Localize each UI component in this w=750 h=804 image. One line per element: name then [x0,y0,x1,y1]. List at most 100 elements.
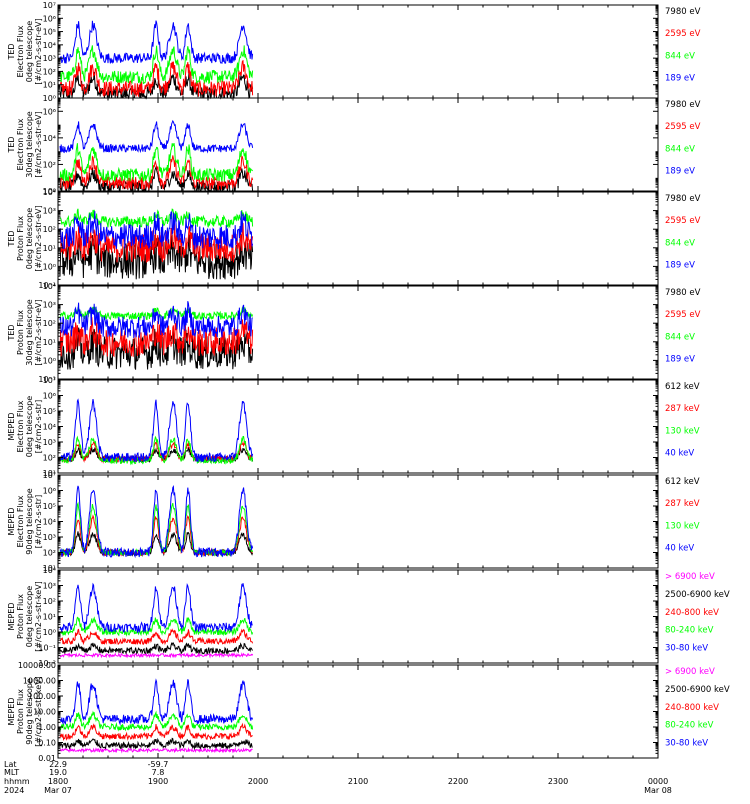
time-tick-hhmm: 2200 [448,777,468,786]
series-trace-189-ev [59,20,254,64]
legend-entry: 844 eV [665,238,695,248]
y-tick-label: 10⁻¹ [38,281,56,290]
y-axis-label-line: Electron Flux [16,118,25,170]
series-trace-2595-ev [59,317,254,358]
y-tick-label: 10¹ [43,469,56,478]
time-tick-lat: -59.7 [148,760,169,769]
series-trace-7980-ev [59,327,254,370]
y-tick-label: 10¹ [43,244,56,253]
y-axis-label-line: Proton Flux [16,216,25,261]
y-tick-label: 10² [43,225,56,234]
series-trace-844-ev [59,142,253,183]
legend-entry: 80-240 keV [665,721,714,731]
time-row-label: Lat [4,760,17,769]
series-trace-130-kev [59,435,254,466]
y-tick-label: 10³ [43,438,56,447]
y-tick-label: 10³ [43,207,56,216]
y-axis-label-line: [#/cm2-s-str-keV] [34,581,43,652]
time-tick-date: Mar 07 [44,786,72,795]
y-tick-label: 1000.00 [23,677,56,686]
time-tick-date: Mar 08 [644,786,672,795]
series-trace-189-ev [59,211,254,250]
legend-entry: 40 keV [665,543,694,553]
legend-entry: 612 keV [665,382,700,392]
series-trace-40-kev [59,398,254,463]
series-trace-130-kev [59,501,254,558]
y-tick-label: 1.00 [38,723,56,732]
legend-entry: 30-80 keV [665,644,708,654]
y-tick-label: 10⁴ [43,134,56,143]
y-axis-label: TEDProton Flux0deg telescope[#/cm2-s-str… [7,205,43,271]
legend-entry: > 6900 keV [665,667,715,677]
y-tick-label: 10⁶ [43,14,56,23]
y-tick-label: 10⁻² [38,659,56,668]
series-trace-2500-6900-kev [59,641,253,656]
series-trace-844-ev [59,208,254,229]
time-row-label: hhmm [4,777,30,786]
y-axis-label-line: MEPED [7,413,16,441]
y-tick-label: 10⁶ [43,392,56,401]
y-tick-label: 10.00 [33,708,56,717]
legend-entry: 2500-6900 keV [665,685,730,695]
series-trace-240-800-kev [59,628,254,646]
time-row-label: MLT [4,768,19,777]
time-tick-mlt: 7.8 [152,768,165,777]
y-tick-label: 10³ [43,54,56,63]
series-trace-2500-6900-kev [59,737,253,751]
y-tick-label: 10⁰ [43,356,56,365]
series-trace-7980-ev [59,70,254,100]
legend-entry: 2595 eV [665,29,701,39]
legend-entry: 30-80 keV [665,739,708,749]
y-axis-label: TEDElectron Flux30deg telescope[#/cm2-s-… [7,111,43,178]
y-axis-label-line: Electron Flux [16,400,25,452]
legend-entry: 80-240 keV [665,626,714,636]
time-tick-hhmm: 0000 [648,777,668,786]
y-tick-label: 10000.00 [18,661,56,670]
y-axis-label-line: Proton Flux [16,594,25,639]
legend-entry: > 6900 keV [665,572,715,582]
series-trace-240-800-kev [59,722,253,741]
y-axis-label-line: 90deg telescope [25,488,34,555]
y-tick-label: 10² [43,597,56,606]
y-tick-label: 10² [43,454,56,463]
y-tick-label: 10⁶ [43,107,56,116]
y-tick-label: 10⁶ [43,487,56,496]
y-axis-label-line: 0deg telescope [25,396,34,457]
y-axis-label-line: TED [7,324,16,341]
y-tick-label: 0.01 [38,754,56,763]
legend-entry: 2595 eV [665,122,701,132]
series-trace-2595-ev [59,222,254,263]
series-trace--6900-kev [59,651,254,659]
legend-entry: 287 keV [665,404,700,414]
y-tick-label: 10⁴ [43,41,56,50]
series-trace-30-80-kev [59,582,253,634]
y-axis-label: MEPEDElectron Flux90deg telescope[#/cm2-… [7,488,43,555]
y-tick-label: 10⁰ [43,628,56,637]
legend-entry: 2500-6900 keV [665,590,730,600]
legend-entry: 2595 eV [665,216,701,226]
y-axis-label-line: Proton Flux [16,310,25,355]
y-tick-label: 10⁵ [43,28,56,37]
legend-entry: 130 keV [665,521,700,531]
legend-entry: 189 eV [665,73,695,83]
series-trace-40-kev [59,484,254,559]
y-tick-label: 10⁴ [43,282,56,291]
legend-entry: 2595 eV [665,310,701,320]
panel-frame [57,664,659,759]
y-axis-label: MEPEDProton Flux0deg telescope[#/cm2-s-s… [7,581,43,652]
y-axis-label-line: [#/cm2-s-str-keV] [34,676,43,747]
series-trace-80-240-kev [59,616,254,637]
y-tick-label: 10⁴ [43,566,56,575]
legend-entry: 844 eV [665,332,695,342]
y-tick-label: 10² [43,67,56,76]
legend-entry: 7980 eV [665,7,701,17]
